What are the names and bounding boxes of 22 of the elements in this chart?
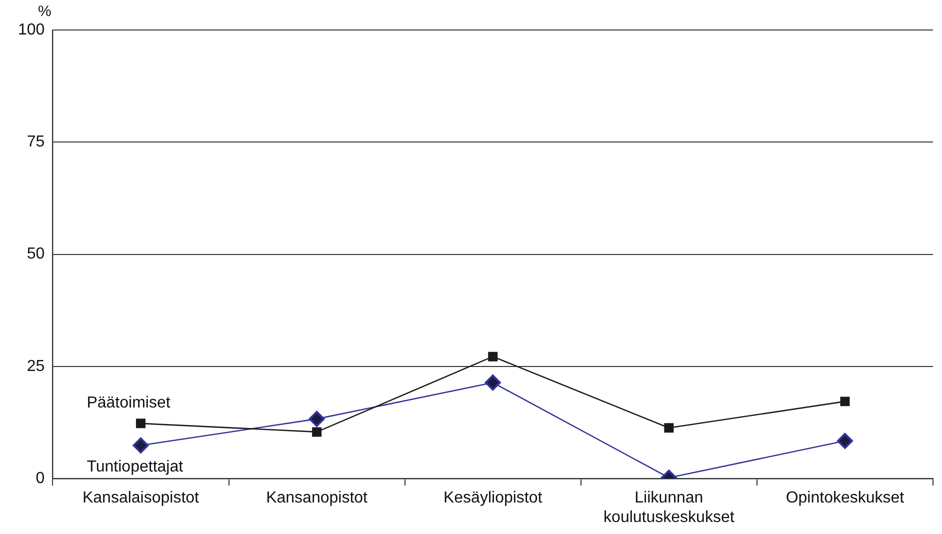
point	[308, 410, 325, 427]
y-tick-label: 100	[18, 21, 45, 38]
x-tick-label: Kesäyliopistot	[443, 490, 543, 507]
x-tick-label: Liikunnan koulutuskeskukset	[604, 490, 735, 526]
series-label: Tuntiopettajat	[86, 458, 184, 476]
x-tick-label: Opintokeskukset	[786, 490, 905, 507]
x-tick-label: Kansalaisopistot	[82, 490, 200, 507]
y-tick-label: 50	[26, 246, 45, 263]
series-label: Päätoimiset	[86, 394, 171, 412]
point	[132, 437, 149, 454]
point	[840, 396, 850, 406]
point	[488, 352, 498, 362]
y-axis-title: %	[38, 3, 52, 20]
point	[136, 418, 146, 428]
y-tick-label: 0	[36, 470, 45, 488]
point	[484, 374, 501, 391]
point	[836, 432, 853, 449]
point	[312, 427, 322, 437]
point	[664, 423, 674, 433]
y-tick-label: 25	[26, 358, 45, 375]
x-tick-label: Kansanopistot	[266, 490, 368, 507]
y-tick-label: 75	[26, 134, 45, 151]
